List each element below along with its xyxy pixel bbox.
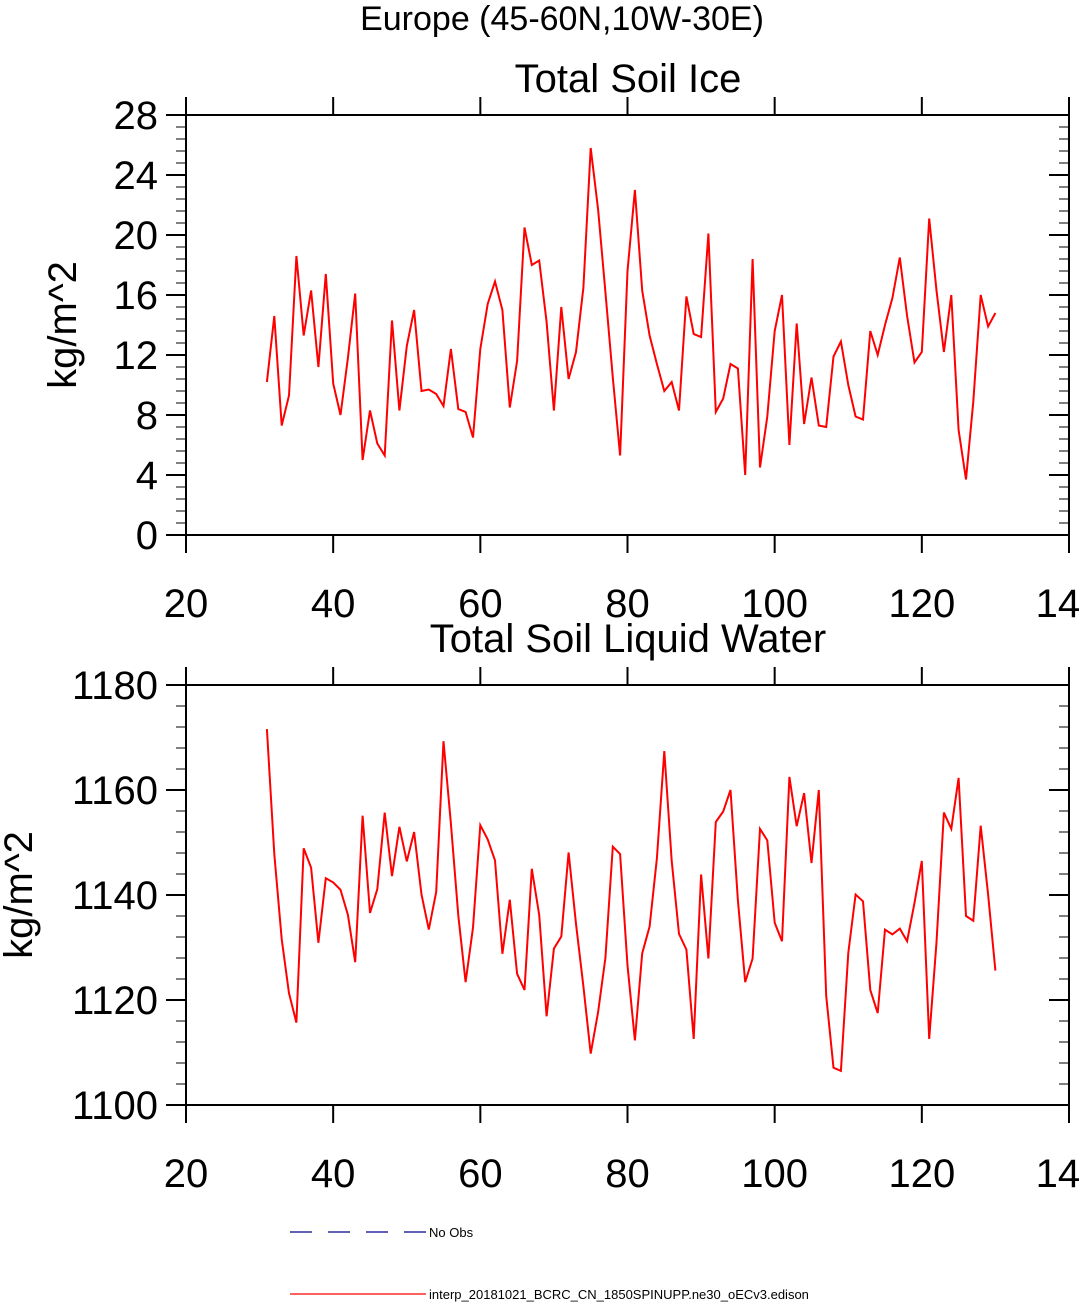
x-tick-label: 80 xyxy=(605,1152,650,1196)
y-tick-labels: 0 4 8 12 16 20 24 28 xyxy=(114,94,159,558)
legend: No Obs interp_20181021_BCRC_CN_1850SPINU… xyxy=(290,1225,809,1302)
y-tick-label: 12 xyxy=(114,334,159,378)
legend-label-no-obs: No Obs xyxy=(429,1225,474,1240)
y-tick-label: 20 xyxy=(114,214,159,258)
axis-ticks xyxy=(166,667,1070,1123)
y-axis-label: kg/m^2 xyxy=(0,831,41,959)
figure-title: Europe (45-60N,10W-30E) xyxy=(360,0,764,38)
plot-frame xyxy=(185,114,1070,536)
x-tick-label: 100 xyxy=(741,1152,808,1196)
x-tick-label: 20 xyxy=(164,1152,209,1196)
y-tick-label: 28 xyxy=(114,94,159,138)
x-tick-label: 100 xyxy=(741,582,808,626)
x-tick-label: 120 xyxy=(888,582,955,626)
x-tick-labels: 20 40 60 80 100 120 140 xyxy=(164,1152,1080,1196)
chart-title: Total Soil Liquid Water xyxy=(430,617,826,661)
x-tick-label: 120 xyxy=(888,1152,955,1196)
y-tick-label: 1120 xyxy=(72,979,158,1023)
x-tick-label: 40 xyxy=(311,582,356,626)
y-tick-label: 1160 xyxy=(72,769,158,813)
series-line xyxy=(265,147,997,480)
plot-frame xyxy=(185,684,1070,1106)
y-tick-label: 1140 xyxy=(72,874,158,918)
y-tick-label: 8 xyxy=(136,394,158,438)
y-tick-label: 4 xyxy=(136,454,158,498)
y-tick-label: 0 xyxy=(136,514,158,558)
panel-total-soil-liquid-water: Total Soil Liquid Water kg/m^2 20 40 60 80 1… xyxy=(0,617,1080,1196)
x-tick-label: 140 xyxy=(1036,1152,1080,1196)
y-tick-labels: 1100 1120 1140 1160 1180 xyxy=(72,664,158,1128)
y-tick-label: 16 xyxy=(114,274,159,318)
y-tick-label: 1180 xyxy=(72,664,158,708)
panel-total-soil-ice: Total Soil Ice kg/m^2 20 40 60 80 100 120 14 0 … xyxy=(41,57,1080,626)
x-tick-label: 140 xyxy=(1036,582,1080,626)
y-axis-label: kg/m^2 xyxy=(41,261,85,389)
y-tick-label: 24 xyxy=(114,154,159,198)
legend-label-model: interp_20181021_BCRC_CN_1850SPINUPP.ne30… xyxy=(429,1287,809,1302)
y-tick-label: 1100 xyxy=(72,1084,158,1128)
x-tick-label: 60 xyxy=(458,1152,503,1196)
axis-ticks xyxy=(166,97,1070,553)
x-tick-label: 20 xyxy=(164,582,209,626)
series-line xyxy=(265,729,997,1073)
x-tick-labels: 20 40 60 80 100 120 140 xyxy=(164,582,1080,626)
x-tick-label: 40 xyxy=(311,1152,356,1196)
chart-title: Total Soil Ice xyxy=(515,57,742,101)
x-tick-label: 80 xyxy=(605,582,650,626)
x-tick-label: 60 xyxy=(458,582,503,626)
